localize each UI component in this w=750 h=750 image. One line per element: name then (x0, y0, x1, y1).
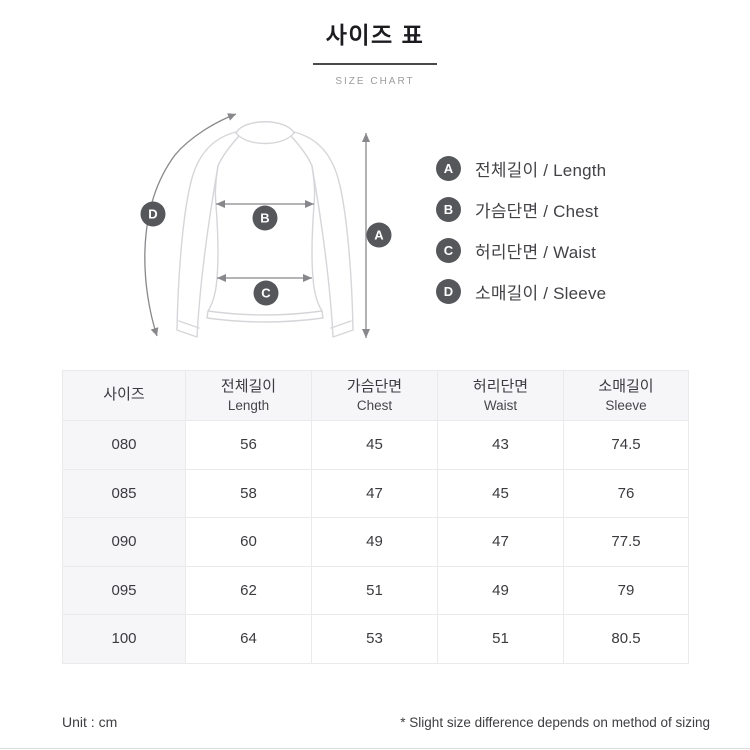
marker-a-label: A (374, 228, 384, 243)
cell-waist: 47 (437, 517, 564, 567)
bottom-divider (0, 748, 750, 749)
legend-item-sleeve: D 소매길이 / Sleeve (436, 279, 606, 304)
cell-length: 64 (185, 614, 312, 664)
cell-length: 58 (185, 468, 312, 518)
cell-chest: 51 (311, 565, 438, 615)
cell-sleeve: 77.5 (563, 517, 689, 567)
header: 사이즈 표 SIZE CHART (0, 16, 750, 87)
cell-waist: 49 (437, 565, 564, 615)
table-row-090: 090 60 49 47 77.5 (62, 517, 689, 567)
col-header-waist: 허리단면 Waist (437, 370, 564, 421)
size-table: 사이즈 전체길이 Length 가슴단면 Chest 허리단면 Waist 소매… (62, 370, 689, 664)
title-divider (313, 63, 437, 65)
marker-a-badge: A (366, 222, 392, 248)
table-row-100: 100 64 53 51 80.5 (62, 614, 689, 664)
cell-chest: 47 (311, 468, 438, 518)
cell-chest: 53 (311, 614, 438, 664)
cell-size: 095 (62, 565, 186, 615)
col-header-sleeve: 소매길이 Sleeve (563, 370, 689, 421)
cell-waist: 43 (437, 420, 564, 470)
cell-size: 100 (62, 614, 186, 664)
page-subtitle: SIZE CHART (335, 76, 415, 87)
unit-label: Unit : cm (62, 714, 118, 730)
cell-chest: 49 (311, 517, 438, 567)
sizing-disclaimer: * Slight size difference depends on meth… (400, 715, 710, 730)
shirt-measurement-diagram: A B C D (120, 100, 440, 355)
table-row-080: 080 56 45 43 74.5 (62, 420, 689, 470)
cell-size: 090 (62, 517, 186, 567)
marker-c-label: C (261, 286, 271, 301)
col-header-size: 사이즈 (62, 370, 186, 421)
marker-d-badge: D (140, 201, 166, 227)
col-header-sleeve-en: Sleeve (605, 397, 647, 413)
legend-badge-d: D (436, 279, 461, 304)
col-header-length-en: Length (227, 397, 270, 413)
col-header-sleeve-ko: 소매길이 (598, 378, 654, 396)
marker-b-label: B (260, 211, 269, 226)
legend-item-waist: C 허리단면 / Waist (436, 238, 606, 263)
page-title: 사이즈 표 (325, 22, 425, 48)
cell-sleeve: 79 (563, 565, 689, 615)
cell-length: 56 (185, 420, 312, 470)
cell-size: 085 (62, 468, 186, 518)
cell-sleeve: 74.5 (563, 420, 689, 470)
marker-d-label: D (148, 207, 157, 222)
legend-item-length: A 전체길이 / Length (436, 156, 606, 181)
size-table-header: 사이즈 전체길이 Length 가슴단면 Chest 허리단면 Waist 소매… (62, 370, 689, 421)
col-header-waist-en: Waist (483, 397, 518, 413)
table-row-085: 085 58 47 45 76 (62, 468, 689, 518)
diagram-marker-badges: A B C D (140, 201, 392, 306)
col-header-size-label: 사이즈 (103, 386, 145, 404)
legend-badge-b: B (436, 197, 461, 222)
col-header-chest-en: Chest (356, 397, 393, 413)
col-header-waist-ko: 허리단면 (472, 378, 529, 396)
col-header-chest: 가슴단면 Chest (311, 370, 438, 421)
table-header-row: 사이즈 전체길이 Length 가슴단면 Chest 허리단면 Waist 소매… (62, 370, 689, 421)
cell-waist: 51 (437, 614, 564, 664)
table-row-095: 095 62 51 49 79 (62, 565, 689, 615)
col-header-chest-ko: 가슴단면 (346, 378, 403, 396)
measurement-legend: A 전체길이 / Length B 가슴단면 / Chest C 허리단면 / … (436, 156, 606, 320)
cell-sleeve: 80.5 (563, 614, 689, 664)
legend-label-length: 전체길이 / Length (475, 161, 607, 180)
legend-label-chest: 가슴단면 / Chest (475, 202, 599, 221)
col-header-length-ko: 전체길이 (220, 378, 277, 396)
cell-length: 62 (185, 565, 312, 615)
marker-c-badge: C (253, 280, 279, 306)
size-table-body: 080 56 45 43 74.5 085 58 47 45 76 090 60… (62, 420, 689, 664)
cell-chest: 45 (311, 420, 438, 470)
legend-item-chest: B 가슴단면 / Chest (436, 197, 606, 222)
marker-b-badge: B (252, 205, 278, 231)
shirt-outline-drawing (176, 121, 354, 338)
measurement-arrows (144, 113, 370, 338)
col-header-length: 전체길이 Length (185, 370, 312, 421)
cell-waist: 45 (437, 468, 564, 518)
legend-label-sleeve: 소매길이 / Sleeve (475, 284, 607, 303)
cell-sleeve: 76 (563, 468, 689, 518)
legend-badge-c: C (436, 238, 461, 263)
legend-badge-a: A (436, 156, 461, 181)
cell-length: 60 (185, 517, 312, 567)
legend-label-waist: 허리단면 / Waist (475, 243, 596, 262)
cell-size: 080 (62, 420, 186, 470)
